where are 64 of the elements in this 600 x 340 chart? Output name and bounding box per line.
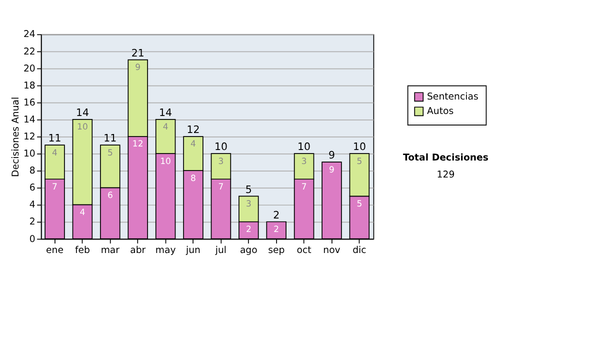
data-label: 7 [52, 182, 58, 192]
x-tick-label: ago [240, 244, 258, 256]
x-tick-label: jul [214, 244, 227, 256]
y-tick-label: 18 [23, 80, 36, 92]
data-label: 8 [190, 174, 196, 184]
data-label: 4 [52, 148, 58, 158]
total-label: 11 [48, 134, 62, 145]
y-axis-title: Decisiones Anual [10, 96, 22, 177]
total-label: 14 [76, 108, 89, 120]
data-label: 10 [160, 156, 171, 167]
x-tick-label: feb [74, 244, 90, 256]
total-label: 10 [214, 142, 228, 154]
data-label: 4 [190, 140, 196, 150]
y-tick-label: 16 [23, 97, 36, 108]
total-label: 9 [328, 150, 336, 162]
y-tick-label: 20 [23, 63, 36, 74]
data-label: 7 [301, 182, 307, 192]
total-label: 14 [159, 108, 172, 120]
data-label: 7 [218, 182, 224, 192]
x-tick-label: may [155, 244, 176, 256]
y-tick-label: 24 [23, 29, 36, 40]
data-label: 3 [301, 156, 307, 167]
total-label: 10 [352, 142, 366, 154]
y-tick-label: 12 [23, 132, 36, 142]
legend-label: Sentencias [426, 91, 478, 102]
total-label: 11 [104, 134, 117, 145]
data-label: 5 [107, 148, 113, 158]
data-label: 9 [135, 63, 141, 74]
data-label: 12 [132, 140, 144, 150]
data-label: 3 [246, 199, 252, 210]
x-tick-label: jun [185, 244, 201, 256]
data-label: 3 [218, 156, 224, 167]
data-label: 6 [107, 190, 113, 201]
total-label: 2 [273, 210, 280, 222]
y-tick-label: 0 [29, 234, 36, 245]
total-label: 10 [298, 142, 311, 154]
y-tick-label: 8 [29, 166, 36, 177]
data-label: 10 [77, 122, 88, 133]
x-tick-label: sep [268, 244, 285, 256]
data-label: 2 [246, 224, 252, 235]
data-label: 9 [329, 165, 334, 176]
y-tick-label: 10 [23, 148, 36, 160]
data-label: 2 [274, 224, 280, 235]
x-tick-label: nov [323, 244, 341, 256]
text: 129 [436, 169, 455, 180]
data-label: 5 [356, 199, 362, 210]
x-tick-label: mar [100, 244, 120, 256]
text: Total Decisiones [402, 152, 489, 164]
y-tick-label: 14 [23, 114, 36, 126]
total-label: 12 [186, 125, 200, 136]
total-label: 21 [131, 48, 144, 60]
total-label: 5 [245, 184, 252, 196]
legend-label: Autos [426, 106, 454, 117]
data-label: 5 [356, 156, 362, 167]
y-tick-label: 22 [23, 46, 36, 58]
x-tick-label: oct [296, 244, 312, 256]
y-tick-label: 6 [29, 182, 36, 194]
y-tick-label: 2 [29, 216, 36, 228]
data-label: 4 [80, 208, 86, 218]
x-tick-label: abr [130, 244, 146, 256]
x-tick-label: ene [46, 244, 64, 256]
y-tick-label: 4 [29, 200, 36, 211]
x-tick-label: dic [352, 244, 366, 256]
data-label: 4 [162, 122, 168, 133]
